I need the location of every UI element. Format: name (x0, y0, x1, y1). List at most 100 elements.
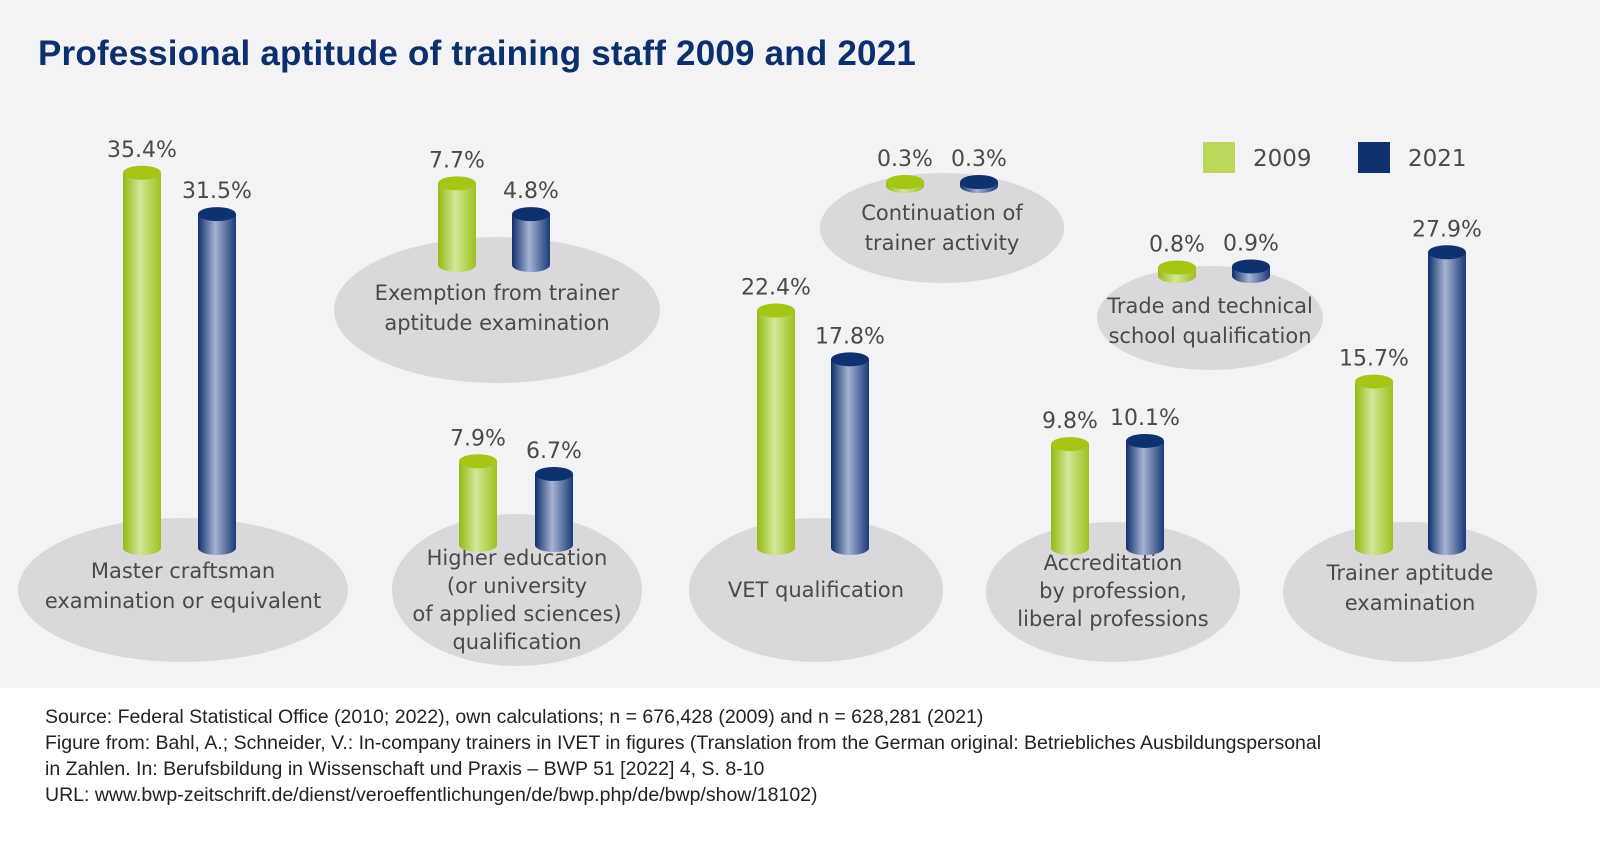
data-label: 0.3% (877, 147, 933, 172)
legend-swatch-2009 (1203, 142, 1235, 173)
data-label: 35.4% (107, 138, 177, 163)
bar-2009 (123, 165, 161, 555)
category-label: Continuation of (861, 201, 1023, 225)
data-label: 0.8% (1149, 233, 1205, 258)
bar-body (1355, 381, 1393, 548)
bar-body (459, 461, 497, 545)
legend-label: 2021 (1408, 146, 1467, 172)
category-label: Master craftsman (91, 559, 275, 583)
category-label: Trade and technical (1106, 294, 1313, 318)
bar-2009 (459, 454, 497, 552)
data-label: 27.9% (1412, 217, 1482, 242)
data-label: 10.1% (1110, 406, 1180, 431)
category-label: Trainer aptitude (1326, 561, 1494, 585)
bar-bottom (757, 541, 795, 555)
category-ellipse (986, 522, 1240, 662)
category-label: examination or equivalent (45, 589, 321, 613)
bar-2021 (1232, 259, 1270, 283)
bar-body (198, 214, 236, 548)
bar-2009 (1158, 260, 1196, 283)
bar-body (757, 310, 795, 548)
bar-top (459, 454, 497, 469)
footer-line: in Zahlen. In: Berufsbildung in Wissensc… (45, 758, 765, 780)
bar-bottom (1428, 541, 1466, 555)
bar-2009 (886, 175, 924, 193)
bar-top (1355, 374, 1393, 389)
bar-bottom (1051, 541, 1089, 555)
bar-top (535, 466, 573, 481)
data-label: 17.8% (815, 324, 885, 349)
bar-top (886, 175, 924, 189)
bar-top (960, 175, 998, 189)
bar-2009 (757, 303, 795, 555)
category-label: liberal professions (1017, 607, 1208, 631)
data-label: 4.8% (503, 179, 559, 204)
category-ellipse (1097, 266, 1323, 370)
category-label: Accreditation (1044, 551, 1183, 575)
bar-bottom (1126, 541, 1164, 555)
bar-top (198, 207, 236, 222)
category-label: trainer activity (865, 231, 1020, 255)
bar-2021 (831, 352, 869, 555)
bar-top (757, 303, 795, 318)
bar-body (1428, 252, 1466, 548)
category-ellipse (1283, 522, 1537, 662)
bar-bottom (512, 258, 550, 272)
footer-line: URL: www.bwp-zeitschrift.de/dienst/veroe… (45, 784, 818, 806)
bar-top (831, 352, 869, 367)
chart-title: Professional aptitude of training staff … (38, 34, 917, 73)
category-ellipse (820, 173, 1064, 283)
bar-body (512, 214, 550, 265)
category-label: aptitude examination (384, 311, 609, 335)
bar-top (1428, 245, 1466, 260)
bar-2009 (1051, 437, 1089, 555)
category-ellipse (334, 237, 660, 383)
bar-bottom (459, 538, 497, 552)
bar-body (123, 172, 161, 548)
data-label: 0.9% (1223, 231, 1279, 256)
bar-body (1051, 444, 1089, 548)
bar-top (1232, 259, 1270, 274)
category-label: VET qualification (728, 578, 904, 602)
footer-source: Source: Federal Statistical Office (2010… (45, 704, 1321, 808)
bar-2021 (1126, 433, 1164, 555)
legend-label: 2009 (1253, 146, 1312, 172)
bar-2021 (535, 466, 573, 552)
data-label: 7.7% (429, 148, 485, 173)
bar-body (831, 359, 869, 548)
chart: Master craftsman examination or equivalen… (18, 138, 1537, 666)
bar-2009 (1355, 374, 1393, 555)
bar-bottom (438, 258, 476, 272)
data-label: 9.8% (1042, 409, 1098, 434)
footer-line: Source: Federal Statistical Office (2010… (45, 706, 984, 728)
footer-line: Figure from: Bahl, A.; Schneider, V.: In… (45, 732, 1322, 754)
category-ellipse (689, 518, 943, 662)
category-label: Higher education (427, 546, 608, 570)
data-label: 15.7% (1339, 347, 1409, 372)
bar-bottom (1355, 541, 1393, 555)
bar-body (535, 473, 573, 545)
data-label: 31.5% (182, 179, 252, 204)
data-label: 0.3% (951, 147, 1007, 172)
bar-2009 (438, 176, 476, 272)
bar-bottom (123, 541, 161, 555)
data-label: 22.4% (741, 276, 811, 301)
data-label: 7.9% (450, 426, 506, 451)
category-label: by profession, (1039, 579, 1187, 603)
bar-bottom (535, 538, 573, 552)
bar-top (512, 207, 550, 222)
bar-2021 (198, 207, 236, 555)
bar-2021 (1428, 245, 1466, 555)
bar-top (1126, 433, 1164, 448)
bar-2021 (960, 175, 998, 193)
bar-body (1126, 440, 1164, 548)
bar-top (438, 176, 476, 191)
bar-bottom (198, 541, 236, 555)
category-ellipse (392, 514, 642, 666)
bar-top (123, 165, 161, 180)
legend: 2009 2021 (1203, 142, 1467, 173)
bar-body (438, 183, 476, 265)
category-label: school qualification (1108, 324, 1311, 348)
bar-top (1158, 260, 1196, 275)
data-label: 6.7% (526, 439, 582, 464)
